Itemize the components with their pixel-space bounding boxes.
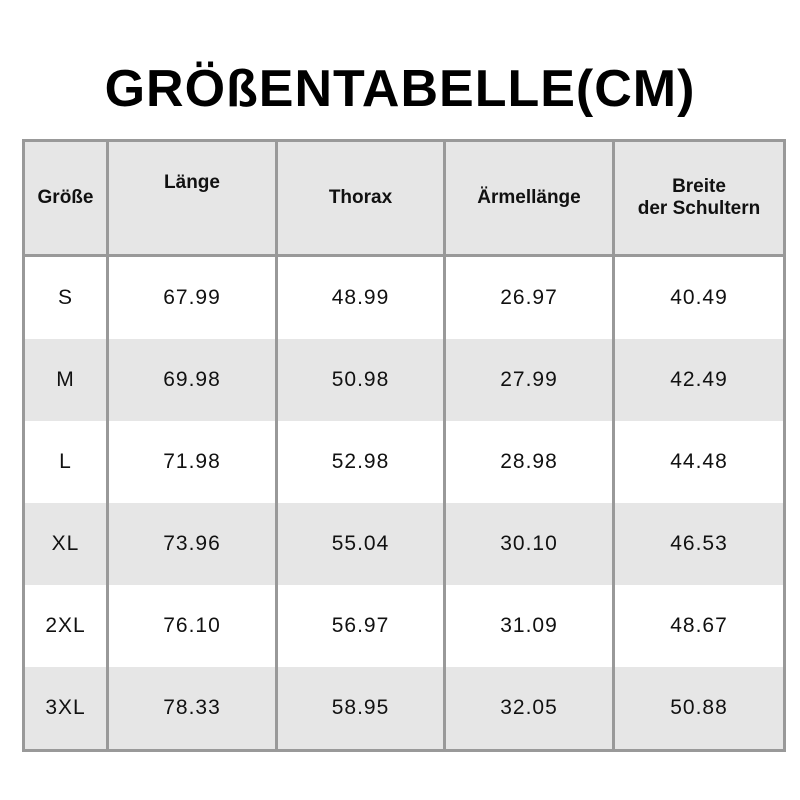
cell-shoulder: 50.88 <box>612 667 786 752</box>
cell-sleeve: 30.10 <box>443 503 615 585</box>
cell-sleeve: 28.98 <box>443 421 615 503</box>
header-sleeve: Ärmellänge <box>443 139 615 257</box>
page-title: GRÖßENTABELLE(CM) <box>104 60 696 118</box>
header-chest: Thorax <box>275 139 446 257</box>
table-row: XL 73.96 55.04 30.10 46.53 <box>22 503 786 585</box>
cell-length: 69.98 <box>106 339 278 421</box>
cell-length: 67.99 <box>106 255 278 339</box>
cell-chest: 58.95 <box>275 667 446 752</box>
cell-sleeve: 32.05 <box>443 667 615 752</box>
header-shoulder: Breite der Schultern <box>612 139 786 257</box>
header-length: Länge <box>106 139 278 257</box>
cell-shoulder: 46.53 <box>612 503 786 585</box>
cell-sleeve: 27.99 <box>443 339 615 421</box>
header-size: Größe <box>22 139 109 257</box>
size-table: Größe Länge Thorax Ärmellänge Breite der… <box>22 139 786 752</box>
cell-shoulder: 42.49 <box>612 339 786 421</box>
cell-chest: 55.04 <box>275 503 446 585</box>
cell-chest: 50.98 <box>275 339 446 421</box>
cell-size: S <box>22 255 109 339</box>
cell-sleeve: 31.09 <box>443 585 615 667</box>
table-row: L 71.98 52.98 28.98 44.48 <box>22 421 786 503</box>
cell-size: L <box>22 421 109 503</box>
cell-chest: 48.99 <box>275 255 446 339</box>
table-row: 2XL 76.10 56.97 31.09 48.67 <box>22 585 786 667</box>
cell-size: XL <box>22 503 109 585</box>
cell-length: 78.33 <box>106 667 278 752</box>
cell-length: 71.98 <box>106 421 278 503</box>
table-row: S 67.99 48.99 26.97 40.49 <box>22 255 786 339</box>
cell-size: 2XL <box>22 585 109 667</box>
header-row: Größe Länge Thorax Ärmellänge Breite der… <box>22 139 786 257</box>
cell-shoulder: 48.67 <box>612 585 786 667</box>
cell-chest: 52.98 <box>275 421 446 503</box>
cell-chest: 56.97 <box>275 585 446 667</box>
cell-size: M <box>22 339 109 421</box>
table-row: 3XL 78.33 58.95 32.05 50.88 <box>22 667 786 752</box>
cell-length: 73.96 <box>106 503 278 585</box>
table-row: M 69.98 50.98 27.99 42.49 <box>22 339 786 421</box>
cell-length: 76.10 <box>106 585 278 667</box>
cell-sleeve: 26.97 <box>443 255 615 339</box>
cell-shoulder: 44.48 <box>612 421 786 503</box>
cell-shoulder: 40.49 <box>612 255 786 339</box>
cell-size: 3XL <box>22 667 109 752</box>
